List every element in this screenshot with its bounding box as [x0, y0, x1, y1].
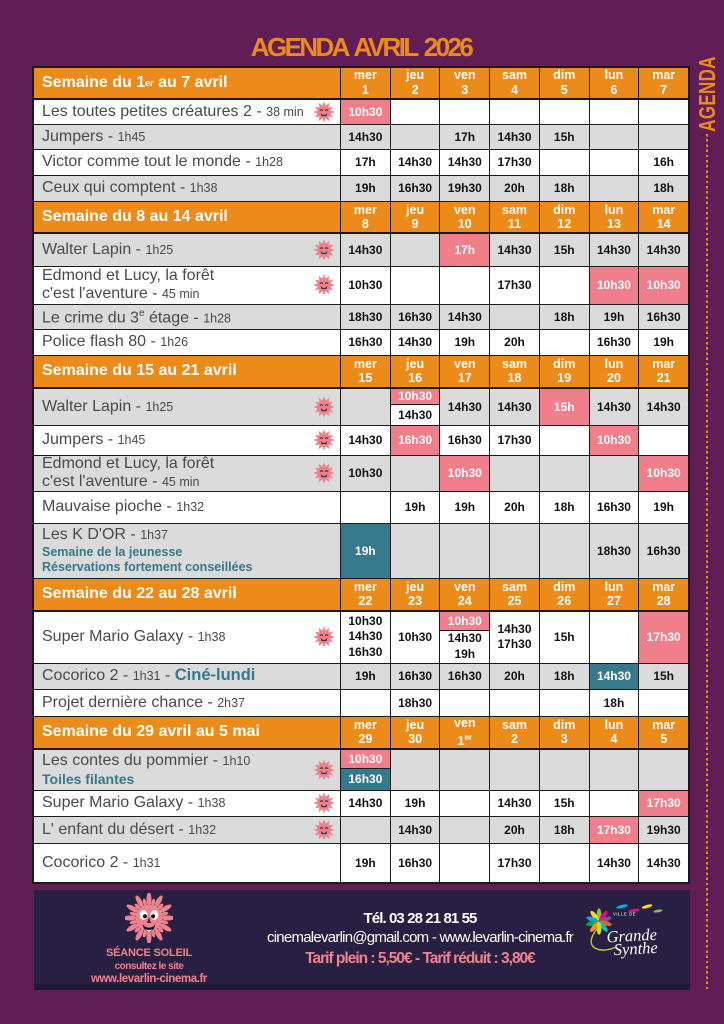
svg-text:VILLE DE: VILLE DE [613, 912, 636, 917]
svg-text:Grande: Grande [606, 925, 657, 947]
svg-text:Synthe: Synthe [613, 938, 658, 959]
